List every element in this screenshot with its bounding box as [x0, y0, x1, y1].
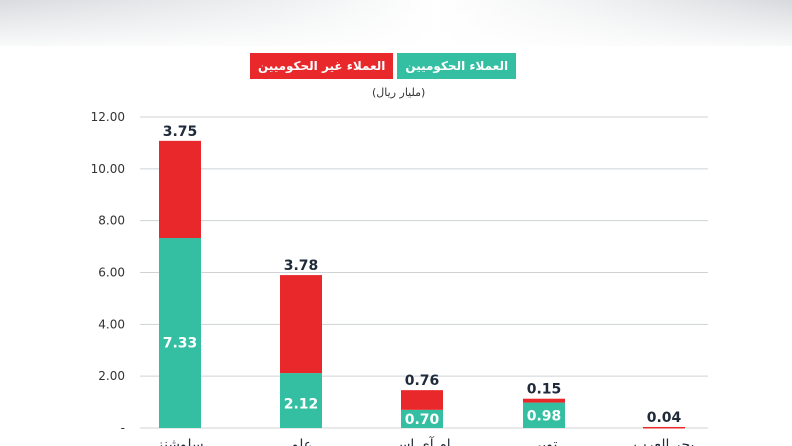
y-tick-label: 4.00 [98, 317, 125, 331]
value-label-government: 2.12 [284, 396, 319, 412]
y-tick-label: 8.00 [98, 214, 125, 228]
value-label-government: 7.33 [163, 336, 198, 352]
y-tick-label: 10.00 [91, 162, 125, 176]
value-label-government: 0.98 [527, 408, 562, 424]
unit-label: (مليار ريال) [372, 86, 426, 99]
y-tick-label: 2.00 [98, 369, 125, 383]
bar-government [280, 373, 322, 428]
legend: العملاء غير الحكوميين العملاء الحكوميين [250, 53, 517, 79]
category-labels-layer: سلوشنز علم إم آي إس توبي بحر العرب [155, 436, 694, 446]
bar-non-government [643, 426, 685, 429]
header-banner-fade [0, 0, 792, 46]
y-axis-ticks: - 2.00 4.00 6.00 8.00 10.00 12.00 [91, 110, 125, 435]
category-label: توبي [531, 437, 558, 446]
header-banner [0, 0, 792, 46]
value-label-non-government: 0.04 [647, 410, 682, 426]
category-label: علم [290, 437, 312, 446]
value-label-government: 0.70 [405, 412, 440, 428]
bar-non-government [159, 140, 201, 239]
category-label: بحر العرب [634, 437, 695, 446]
legend-non-government: العملاء غير الحكوميين [250, 53, 394, 79]
bar-non-government [280, 275, 322, 374]
category-label: سلوشنز [155, 437, 203, 446]
bars-layer [159, 140, 685, 429]
value-labels-layer: 7.33 3.75 2.12 3.78 0.70 0.76 0.98 0.15 0.04 [163, 124, 682, 428]
category-label: إم آي إس [393, 436, 450, 446]
value-label-non-government: 3.75 [163, 124, 198, 140]
bar-government [401, 409, 443, 428]
y-tick-label: 6.00 [98, 266, 125, 280]
bar-government [523, 402, 565, 428]
value-label-non-government: 3.78 [284, 258, 319, 274]
value-label-non-government: 0.15 [527, 382, 562, 398]
bar-non-government [401, 390, 443, 410]
bar-government [159, 238, 201, 428]
legend-government: العملاء الحكوميين [397, 53, 517, 79]
y-tick-label: 12.00 [91, 110, 125, 124]
y-tick-label: - [121, 421, 125, 435]
value-label-non-government: 0.76 [405, 373, 440, 389]
bar-non-government [523, 398, 565, 403]
